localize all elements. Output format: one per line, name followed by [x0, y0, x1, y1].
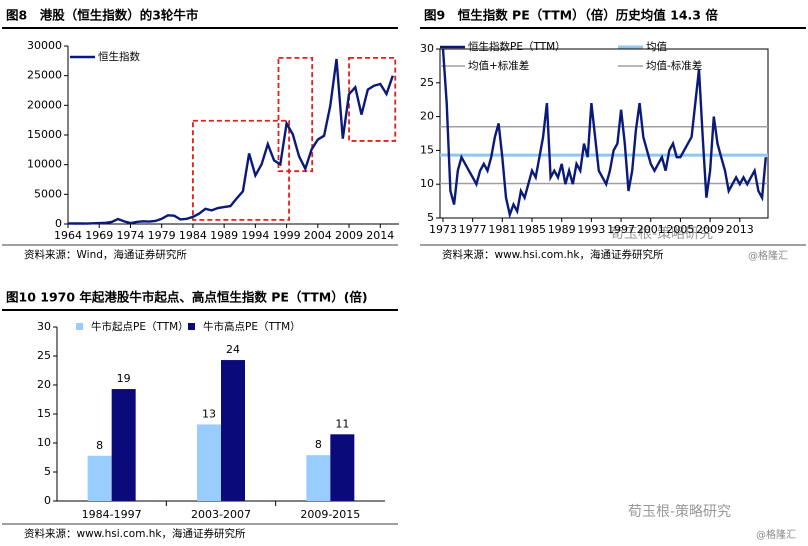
figure-title: 图10 1970 年起港股牛市起点、高点恒生指数 PE（TTM）(倍): [6, 290, 368, 305]
legend-label: 均值+标准差: [468, 59, 529, 72]
legend-swatch: [76, 323, 83, 330]
x-tick-label: 2003-2007: [191, 508, 251, 521]
bar: [111, 389, 136, 501]
legend-label: 牛市高点PE（TTM）: [203, 320, 301, 333]
y-tick-label: 25: [37, 349, 51, 362]
y-tick-label: 20: [420, 110, 434, 123]
x-tick-label: 2013: [726, 223, 754, 236]
x-tick-label: 2005: [666, 223, 694, 236]
y-tick-label: 5000: [34, 187, 62, 200]
watermark: 荀玉根-策略研究: [628, 503, 731, 520]
legend-label: 恒生指数: [98, 50, 140, 63]
plot-frame: [439, 48, 769, 219]
x-tick-label: 2009: [335, 229, 363, 242]
x-tick-label: 2014: [366, 229, 394, 242]
source: 资料来源：Wind，海通证券研究所: [24, 248, 187, 261]
watermark: 荀玉根-策略研究: [610, 225, 713, 242]
x-tick-label: 1985: [518, 223, 546, 236]
y-tick-label: 5: [44, 465, 51, 478]
x-tick-label: 2004: [304, 229, 332, 242]
x-tick-label: 1984: [179, 229, 207, 242]
y-tick-label: 5: [427, 211, 434, 224]
series-line: [441, 48, 767, 219]
bar: [330, 434, 355, 501]
x-tick-label: 1984-1997: [82, 508, 142, 521]
bar: [197, 424, 221, 501]
bar: [306, 455, 331, 501]
x-tick-label: 2009-2015: [300, 508, 360, 521]
bar: [221, 360, 245, 501]
y-tick-label: 20: [37, 378, 51, 391]
highlight-box: [192, 119, 290, 221]
highlight-box: [348, 56, 397, 142]
y-tick-label: 30000: [27, 39, 62, 52]
x-tick-label: 1997: [607, 223, 635, 236]
value-label: 8: [315, 438, 322, 451]
x-tick-label: 1999: [273, 229, 301, 242]
value-label: 19: [117, 372, 131, 385]
x-tick-label: 1994: [241, 229, 269, 242]
source: 资料来源：www.hsi.com.hk，海通证券研究所: [24, 527, 246, 540]
highlight-box: [277, 56, 314, 173]
x-tick-label: 1989: [210, 229, 238, 242]
value-label: 8: [96, 439, 103, 452]
watermark: @格隆汇: [748, 249, 788, 262]
y-tick-label: 0: [55, 217, 62, 230]
legend-swatch: [188, 323, 195, 330]
y-tick-label: 30: [420, 42, 434, 55]
x-tick-label: 1964: [54, 229, 82, 242]
x-tick-label: 1979: [148, 229, 176, 242]
legend-label: 恒生指数PE（TTM）: [468, 40, 566, 53]
watermark: @格隆汇: [756, 528, 796, 541]
x-tick-label: 1977: [459, 223, 487, 236]
x-tick-label: 1973: [429, 223, 457, 236]
y-tick-label: 15: [420, 143, 434, 156]
value-label: 11: [335, 417, 349, 430]
legend-label: 均值: [646, 40, 667, 53]
x-tick-label: 1993: [577, 223, 605, 236]
value-label: 24: [226, 343, 240, 356]
x-tick-label: 2001: [637, 223, 665, 236]
y-tick-label: 0: [44, 494, 51, 507]
legend-label: 牛市起点PE（TTM）: [91, 320, 189, 333]
x-tick-label: 1981: [488, 223, 516, 236]
y-tick-label: 15: [37, 407, 51, 420]
y-tick-label: 10: [37, 436, 51, 449]
figure-title: 图9 恒生指数 PE（TTM）（倍）历史均值 14.3 倍: [424, 8, 718, 23]
series-line: [67, 58, 394, 225]
y-tick-label: 25000: [27, 69, 62, 82]
value-label: 13: [202, 407, 216, 420]
y-tick-label: 10: [420, 177, 434, 190]
x-tick-label: 1969: [85, 229, 113, 242]
y-tick-label: 15000: [27, 128, 62, 141]
y-tick-label: 25: [420, 76, 434, 89]
legend-label: 均值-标准差: [646, 59, 702, 72]
source: 资料来源：www.hsi.com.hk，海通证券研究所: [442, 248, 664, 261]
x-tick-label: 2009: [696, 223, 724, 236]
y-tick-label: 10000: [27, 158, 62, 171]
y-tick-label: 20000: [27, 98, 62, 111]
bar: [87, 455, 112, 501]
x-tick-label: 1974: [116, 229, 144, 242]
figure-title: 图8 港股（恒生指数）的3轮牛市: [6, 8, 199, 23]
y-tick-label: 30: [37, 320, 51, 333]
x-tick-label: 1989: [548, 223, 576, 236]
